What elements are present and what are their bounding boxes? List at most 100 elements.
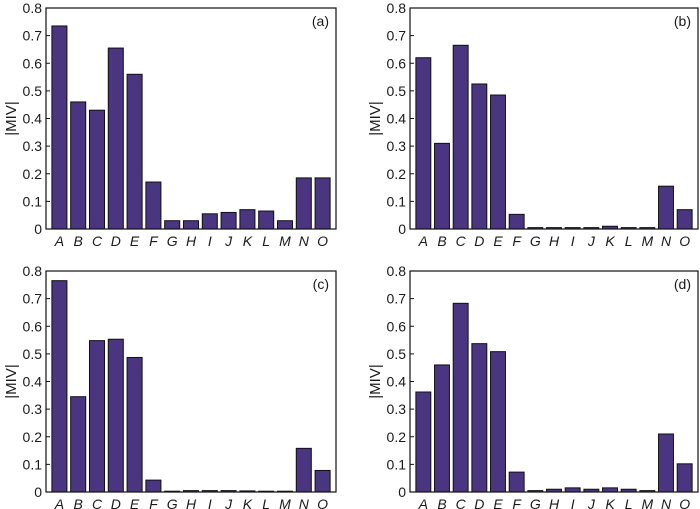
panel-label: (d) bbox=[674, 276, 691, 292]
x-tick-label: L bbox=[262, 496, 270, 509]
y-tick-label: 0 bbox=[398, 221, 406, 237]
x-tick-label: B bbox=[74, 496, 83, 509]
x-tick-label: J bbox=[587, 233, 596, 249]
x-tick-label: H bbox=[186, 496, 197, 509]
x-tick-label: E bbox=[130, 233, 140, 249]
y-tick-label: 0 bbox=[398, 484, 406, 500]
bar-d bbox=[471, 83, 488, 230]
y-tick-label: 0.2 bbox=[23, 429, 43, 445]
x-tick-label: G bbox=[530, 233, 541, 249]
bar-m bbox=[276, 220, 294, 230]
y-tick-label: 0.4 bbox=[23, 111, 43, 127]
x-tick-label: I bbox=[571, 496, 575, 509]
x-tick-label: I bbox=[208, 233, 212, 249]
x-tick-label: M bbox=[279, 233, 291, 249]
x-tick-label: F bbox=[149, 496, 159, 509]
y-tick-label: 0.6 bbox=[23, 55, 43, 71]
y-tick-label: 0.2 bbox=[387, 166, 407, 182]
bar-e bbox=[490, 94, 506, 230]
x-tick-label: E bbox=[130, 496, 140, 509]
y-tick-label: 0.5 bbox=[387, 346, 407, 362]
x-tick-label: M bbox=[641, 233, 653, 249]
x-tick-label: O bbox=[317, 233, 328, 249]
x-tick-label: A bbox=[418, 233, 428, 249]
y-tick-label: 0.7 bbox=[23, 291, 43, 307]
x-tick-label: O bbox=[679, 496, 690, 509]
x-tick-label: A bbox=[54, 496, 64, 509]
x-tick-label: F bbox=[512, 496, 522, 509]
bar-b bbox=[70, 101, 87, 230]
bar-f bbox=[145, 479, 162, 493]
bar-e bbox=[126, 73, 143, 230]
x-tick-label: O bbox=[679, 233, 690, 249]
bar-c bbox=[452, 302, 469, 493]
x-tick-label: N bbox=[661, 233, 672, 249]
bar-h bbox=[182, 220, 200, 230]
y-tick-label: 0.1 bbox=[387, 456, 407, 472]
chart-panel-4: A B C D E F G H I J K L M N O 0 0.1 0.2 0.3 0.4 0.5 0.6 0.7 0.8… bbox=[367, 263, 699, 509]
x-tick-label: A bbox=[418, 496, 428, 509]
x-tick-label: B bbox=[437, 496, 446, 509]
x-tick-label: O bbox=[317, 496, 328, 509]
bar-b bbox=[434, 142, 450, 230]
y-axis-label: |MIV| bbox=[367, 101, 384, 135]
panel-label: (b) bbox=[674, 13, 691, 29]
bar-k bbox=[602, 487, 618, 493]
bar-c bbox=[88, 340, 106, 493]
bar-i bbox=[201, 213, 218, 230]
x-tick-label: C bbox=[92, 233, 103, 249]
y-tick-label: 0.8 bbox=[387, 0, 407, 16]
bar-a bbox=[415, 391, 432, 493]
x-tick-label: E bbox=[493, 496, 503, 509]
x-tick-label: K bbox=[605, 496, 615, 509]
x-tick-label: I bbox=[208, 496, 212, 509]
bar-l bbox=[258, 210, 275, 230]
bar-b bbox=[70, 396, 87, 493]
x-tick-label: C bbox=[456, 496, 467, 509]
y-tick-label: 0.3 bbox=[23, 401, 43, 417]
x-tick-label: D bbox=[474, 233, 484, 249]
panel-label: (a) bbox=[312, 13, 329, 29]
bar-o bbox=[314, 469, 331, 493]
y-tick-label: 0.6 bbox=[23, 318, 43, 334]
y-tick-label: 0.7 bbox=[23, 28, 43, 44]
x-tick-label: I bbox=[571, 233, 575, 249]
bar-o bbox=[676, 463, 693, 493]
y-tick-label: 0.4 bbox=[387, 111, 407, 127]
bar-b bbox=[434, 364, 450, 493]
y-tick-label: 0.5 bbox=[23, 346, 43, 362]
x-tick-label: M bbox=[641, 496, 653, 509]
chart-panel-1: A B C D E F G H I J K L M N O 0 0.1 0.2 0.3 0.4 0.5 0.6 0.7 0.8… bbox=[3, 0, 337, 249]
bar-i bbox=[564, 487, 581, 493]
bar-o bbox=[676, 209, 693, 230]
y-tick-label: 0.7 bbox=[387, 28, 407, 44]
x-tick-label: J bbox=[587, 496, 596, 509]
y-tick-label: 0.6 bbox=[387, 55, 407, 71]
y-tick-label: 0.1 bbox=[387, 193, 407, 209]
bar-d bbox=[107, 47, 124, 230]
bar-c bbox=[88, 109, 106, 230]
x-tick-label: J bbox=[224, 233, 233, 249]
x-tick-label: B bbox=[74, 233, 83, 249]
y-axis-label: |MIV| bbox=[3, 101, 20, 135]
x-tick-label: N bbox=[299, 233, 310, 249]
x-tick-label: H bbox=[549, 496, 560, 509]
x-tick-label: D bbox=[111, 496, 121, 509]
x-tick-label: J bbox=[224, 496, 233, 509]
x-tick-label: F bbox=[512, 233, 522, 249]
bar-c bbox=[452, 44, 469, 230]
x-tick-label: G bbox=[167, 496, 178, 509]
y-tick-label: 0.2 bbox=[23, 166, 43, 182]
bar-o bbox=[314, 177, 331, 230]
bar-a bbox=[51, 280, 68, 493]
y-tick-label: 0.1 bbox=[23, 193, 43, 209]
y-tick-label: 0 bbox=[34, 221, 42, 237]
x-tick-label: N bbox=[299, 496, 310, 509]
y-axis-label: |MIV| bbox=[3, 364, 20, 398]
chart-panel-2: A B C D E F G H I J K L M N O 0 0.1 0.2 0.3 0.4 0.5 0.6 0.7 0.8… bbox=[367, 0, 699, 249]
bar-a bbox=[415, 57, 432, 230]
y-tick-label: 0.3 bbox=[387, 138, 407, 154]
bar-n bbox=[658, 433, 674, 493]
x-tick-label: G bbox=[530, 496, 541, 509]
x-tick-label: M bbox=[279, 496, 291, 509]
